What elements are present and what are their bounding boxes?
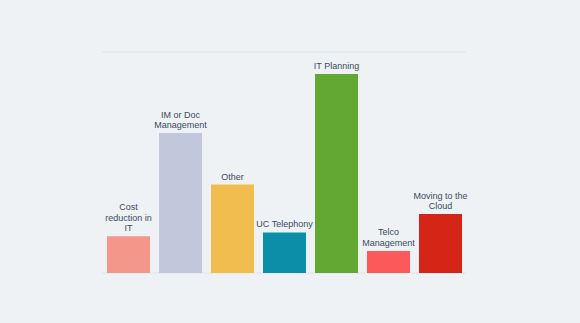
svg-text:UC Telephony: UC Telephony [256,219,313,229]
svg-text:Moving to theCloud: Moving to theCloud [413,191,467,212]
svg-text:IT Planning: IT Planning [314,61,359,71]
svg-text:IM or DocManagement: IM or DocManagement [154,110,207,130]
svg-text:Other: Other [221,172,244,182]
svg-text:TelcoManagement: TelcoManagement [362,227,415,248]
svg-text:Costreduction inIT: Costreduction inIT [105,202,152,233]
